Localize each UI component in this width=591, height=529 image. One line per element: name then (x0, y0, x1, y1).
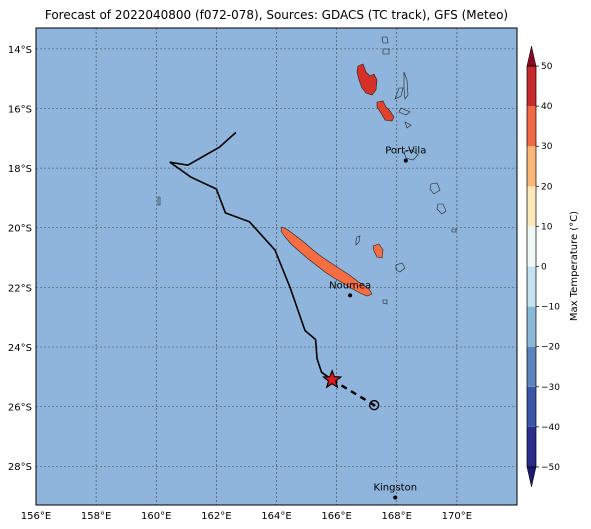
lat-tick-label: 14°S (8, 45, 32, 56)
colorbar-upper-extension (526, 45, 537, 67)
city-dot (348, 293, 353, 298)
small-islet (157, 196, 161, 206)
chart-title: Forecast of 2022040800 (f072-078), Sourc… (44, 8, 509, 22)
lon-tick-label: 158°E (81, 511, 111, 522)
map-panel[interactable]: Port-Vila Noumea Kingston (35, 27, 518, 506)
colorbar-band (527, 186, 536, 227)
city-label: Port-Vila (385, 146, 426, 157)
colorbar-label: Max Temperature (°C) (569, 211, 580, 321)
lifou-island (372, 243, 384, 259)
gridlines (36, 28, 517, 505)
new-caledonia-main-island (280, 226, 373, 297)
colorbar-tick-label: −20 (541, 343, 560, 353)
aneityum-island (451, 228, 457, 233)
colorbar-band (527, 386, 536, 427)
malekula-island (376, 100, 395, 122)
colorbar-tick-label: 10 (541, 222, 553, 232)
colorbar-band (527, 106, 536, 147)
lon-tick-label: 156°E (21, 511, 51, 522)
lon-tick-label: 170°E (442, 511, 472, 522)
colorbar-tick-label: −10 (541, 303, 560, 313)
colorbar-tick-label: −40 (541, 423, 560, 433)
lat-tick-label: 22°S (8, 283, 32, 294)
cities: Port-Vila Noumea Kingston (329, 146, 426, 500)
colorbar-band (527, 266, 536, 307)
colorbar-tick-label: 40 (541, 102, 553, 112)
colorbar-tick-label: −30 (541, 383, 560, 393)
pentecost-island (394, 87, 404, 100)
city-label: Kingston (373, 483, 417, 494)
colorbar-band (527, 306, 536, 347)
torres-island (381, 36, 389, 44)
colorbar-tick-label: 50 (541, 62, 553, 72)
colorbar-tick-label: 20 (541, 182, 553, 192)
erromango-island (429, 182, 441, 195)
lat-tick-label: 28°S (8, 462, 32, 473)
lon-tick-label: 164°E (261, 511, 291, 522)
colorbar-band (527, 66, 536, 107)
efate-island (403, 149, 419, 161)
current-position-star (322, 369, 343, 389)
colorbar-band (527, 146, 536, 187)
colorbar-band (527, 426, 536, 467)
lon-tick-label: 160°E (141, 511, 171, 522)
axis-tick-labels: 156°E 158°E 160°E 162°E 164°E 166°E 168°E 170°E… (8, 45, 472, 522)
colorbar-band (527, 226, 536, 267)
lat-tick-label: 16°S (8, 104, 32, 115)
lat-tick-label: 26°S (8, 403, 32, 414)
ouvea-island (355, 235, 361, 246)
lat-tick-label: 18°S (8, 164, 32, 175)
forecast-position-marker (369, 399, 380, 411)
cyclone-track (169, 131, 380, 411)
maewo-island (403, 71, 409, 100)
colorbar-tick-label: 0 (541, 263, 547, 273)
lon-tick-label: 168°E (382, 511, 412, 522)
lon-tick-label: 162°E (201, 511, 231, 522)
tanna-island (436, 203, 447, 215)
track-past-line (169, 131, 333, 381)
map-frame (35, 27, 518, 506)
colorbar-tick-label: 30 (541, 142, 553, 152)
lat-tick-label: 20°S (8, 224, 32, 235)
colorbar-tick-label: −50 (541, 463, 560, 473)
track-forecast-line (331, 378, 375, 407)
colorbar-lower-extension (526, 466, 537, 488)
lon-tick-label: 166°E (321, 511, 351, 522)
epi-island (404, 121, 412, 129)
espiritu-santo-island (356, 63, 378, 96)
colorbar-band (527, 346, 536, 387)
mare-island (395, 262, 406, 273)
forecast-position-dot (372, 403, 376, 407)
isle-of-pines (382, 299, 388, 305)
city-dot (393, 495, 398, 500)
lat-tick-label: 24°S (8, 343, 32, 354)
banks-island (382, 48, 390, 55)
city-dot (403, 158, 408, 163)
colorbar: −50 −40 −30 −20 −10 0 10 20 30 40 50 Max Temperatu… (526, 45, 580, 488)
city-label: Noumea (329, 280, 371, 291)
land-masses (157, 36, 457, 305)
ambrym-island (398, 107, 411, 116)
